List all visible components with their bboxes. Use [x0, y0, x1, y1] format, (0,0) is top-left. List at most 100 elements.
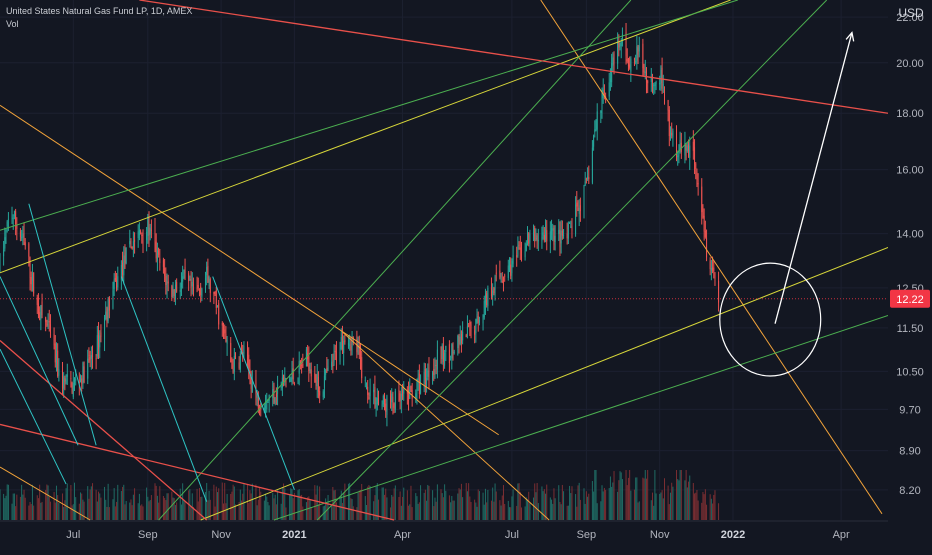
- volume-bar: [5, 495, 7, 520]
- volume-bar: [15, 506, 17, 520]
- currency-label[interactable]: USD: [898, 6, 924, 20]
- candle-body: [381, 404, 383, 406]
- candle-body: [494, 276, 496, 290]
- volume-bar: [61, 493, 63, 520]
- candle-body: [221, 323, 223, 326]
- candle-body: [375, 403, 377, 408]
- volume-bar: [595, 470, 597, 520]
- volume-bar: [663, 478, 665, 520]
- candle-body: [339, 352, 341, 362]
- candle-body: [701, 186, 703, 213]
- volume-bar: [420, 485, 422, 520]
- candle-body: [191, 281, 193, 287]
- volume-bar: [492, 487, 494, 520]
- volume-bar: [231, 491, 233, 520]
- volume-bar: [78, 503, 80, 520]
- volume-bar: [695, 492, 697, 520]
- candle-body: [578, 207, 580, 214]
- orange-trend-line: [540, 0, 883, 515]
- candle-body: [712, 267, 714, 271]
- candle-body: [289, 379, 291, 381]
- candle-body: [243, 346, 245, 354]
- candle-body: [545, 228, 547, 240]
- candle-body: [117, 276, 119, 288]
- volume-bar: [66, 483, 68, 520]
- volume-bar: [266, 496, 268, 520]
- candle-body: [71, 382, 73, 393]
- volume-bar: [441, 493, 443, 520]
- volume-bar: [357, 492, 359, 520]
- candle-body: [680, 142, 682, 152]
- candle-body: [483, 300, 485, 318]
- candle-body: [403, 388, 405, 394]
- volume-bar: [368, 485, 370, 520]
- candle-body: [512, 255, 514, 264]
- volume-bar: [165, 500, 167, 520]
- candle-body: [298, 361, 300, 374]
- candle-body: [416, 380, 418, 394]
- candle-body: [182, 276, 184, 282]
- candle-body: [162, 260, 164, 267]
- candle-body: [501, 280, 503, 282]
- candle-body: [132, 241, 134, 249]
- volume-bar: [225, 503, 227, 520]
- candle-body: [635, 60, 637, 63]
- volume-bar: [416, 496, 418, 520]
- volume-bar: [677, 479, 679, 520]
- volume-bar: [224, 482, 226, 520]
- volume-bar: [507, 500, 509, 520]
- candle-body: [265, 406, 267, 408]
- candle-body: [714, 272, 716, 280]
- red-trend-line: [139, 0, 888, 114]
- cyan-trend-line: [120, 276, 208, 502]
- volume-bar: [596, 503, 598, 520]
- volume-bar: [458, 488, 460, 520]
- candle-body: [334, 350, 336, 353]
- volume-bar: [445, 490, 447, 520]
- candle-body: [432, 372, 434, 381]
- volume-bar: [339, 498, 341, 520]
- volume-bar: [268, 505, 270, 520]
- candle-body: [107, 299, 109, 321]
- candle-body: [140, 230, 142, 234]
- volume-bar: [201, 496, 203, 520]
- volume-bar: [95, 489, 97, 520]
- y-tick-label: 8.20: [899, 485, 920, 497]
- volume-bar: [63, 506, 65, 520]
- volume-bar: [28, 505, 30, 520]
- candle-body: [626, 59, 628, 62]
- candle-body: [554, 235, 556, 243]
- candle-body: [672, 130, 674, 138]
- volume-bar: [671, 482, 673, 520]
- volume-bar: [588, 493, 590, 520]
- volume-bar: [504, 503, 506, 520]
- volume-bar: [645, 478, 647, 520]
- candle-body: [536, 235, 538, 241]
- candle-body: [570, 226, 572, 228]
- candle-body: [495, 272, 497, 274]
- volume-bar: [392, 496, 394, 520]
- volume-bar: [164, 497, 166, 520]
- candle-body: [164, 267, 166, 276]
- x-tick-label: 2022: [721, 529, 745, 541]
- volume-bar: [365, 504, 367, 520]
- volume-bar: [289, 495, 291, 520]
- volume-bar: [417, 503, 419, 520]
- candle-body: [87, 358, 89, 379]
- candle-body: [577, 205, 579, 211]
- candle-body: [521, 253, 523, 258]
- candle-body: [542, 232, 544, 236]
- candle-body: [233, 355, 235, 372]
- candle-body: [678, 154, 680, 156]
- volume-bar: [603, 487, 605, 520]
- volume-bar: [298, 489, 300, 520]
- candle-body: [223, 324, 225, 329]
- candle-body: [510, 264, 512, 276]
- volume-bar: [566, 505, 568, 520]
- candle-body: [493, 288, 495, 294]
- candle-body: [224, 329, 226, 334]
- volume-bar: [554, 498, 556, 520]
- volume-bar: [138, 493, 140, 520]
